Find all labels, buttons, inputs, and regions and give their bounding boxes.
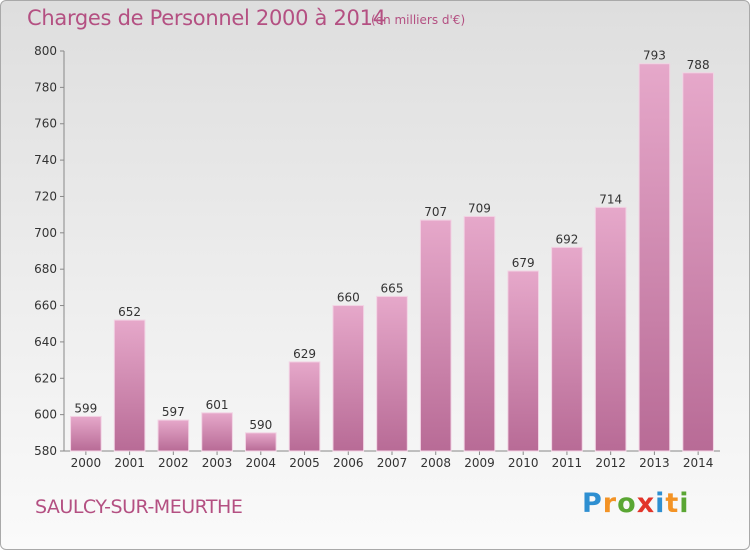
bar [638, 63, 671, 452]
logo-letter: i [655, 488, 666, 519]
data-label: 692 [555, 232, 578, 246]
y-tick-label: 580 [34, 444, 57, 458]
data-label: 793 [643, 49, 666, 63]
x-tick-label: 2001 [114, 456, 145, 470]
y-tick-label: 680 [34, 262, 57, 276]
data-label: 788 [687, 58, 710, 72]
logo-letter: t [665, 488, 680, 519]
logo-letter: r [602, 488, 618, 519]
y-tick-label: 760 [34, 117, 57, 131]
y-tick-label: 600 [34, 408, 57, 422]
logo-letter: P [582, 488, 603, 519]
data-label: 679 [512, 256, 535, 270]
logo-letter: o [617, 488, 637, 519]
x-tick-label: 2002 [158, 456, 189, 470]
data-label: 652 [118, 305, 141, 319]
chart-subtitle: (en milliers d'€) [371, 13, 466, 27]
x-tick-label: 2007 [377, 456, 408, 470]
bar [551, 246, 583, 452]
bar [201, 412, 233, 452]
bar [594, 206, 627, 452]
logo-letter: x [636, 488, 656, 519]
bar [419, 219, 452, 452]
y-tick-label: 780 [34, 80, 57, 94]
x-tick-label: 2003 [202, 456, 233, 470]
bar [70, 415, 102, 452]
x-tick-label: 2009 [464, 456, 495, 470]
y-tick-label: 660 [34, 299, 57, 313]
bar [288, 361, 321, 452]
x-tick-label: 2005 [289, 456, 320, 470]
chart-title: Charges de Personnel 2000 à 2014 [27, 6, 386, 30]
x-tick-label: 2011 [552, 456, 583, 470]
bar [376, 295, 408, 452]
y-tick-label: 620 [34, 371, 57, 385]
data-label: 601 [206, 398, 229, 412]
data-label: 629 [293, 347, 316, 361]
data-label: 714 [599, 192, 622, 206]
x-tick-label: 2013 [639, 456, 670, 470]
x-tick-label: 2006 [333, 456, 364, 470]
x-tick-label: 2000 [71, 456, 102, 470]
bar [332, 305, 365, 452]
x-tick-label: 2014 [683, 456, 714, 470]
proxiti-logo: Proxiti [582, 488, 690, 519]
bar [463, 215, 496, 452]
y-tick-label: 640 [34, 335, 57, 349]
data-label: 665 [381, 281, 404, 295]
bar [113, 319, 146, 452]
bar [157, 419, 190, 452]
y-tick-label: 700 [34, 226, 57, 240]
data-label: 660 [337, 291, 360, 305]
bar [682, 72, 714, 452]
commune-name: SAULCY-SUR-MEURTHE [35, 496, 243, 518]
x-tick-label: 2004 [246, 456, 277, 470]
logo-letter: i [679, 488, 690, 519]
data-label: 599 [74, 401, 97, 415]
data-label: 597 [162, 405, 185, 419]
bar [507, 270, 540, 452]
bar [244, 432, 277, 452]
y-tick-label: 800 [34, 44, 57, 58]
data-label: 707 [424, 205, 447, 219]
y-tick-label: 740 [34, 153, 57, 167]
data-label: 590 [249, 418, 272, 432]
y-tick-label: 720 [34, 189, 57, 203]
x-tick-label: 2010 [508, 456, 539, 470]
data-label: 709 [468, 201, 491, 215]
x-tick-label: 2012 [595, 456, 626, 470]
x-tick-label: 2008 [420, 456, 451, 470]
